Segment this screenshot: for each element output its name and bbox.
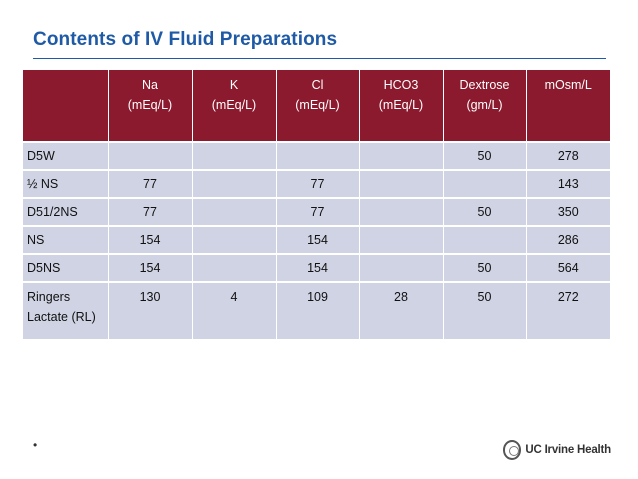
table-cell: 77: [276, 170, 360, 198]
table-cell: 77: [276, 198, 360, 226]
table-cell: 350: [557, 205, 579, 219]
footer-bullet: •: [33, 438, 38, 452]
table-cell: 77: [108, 170, 193, 198]
table-cell: 154: [108, 226, 193, 254]
table-cell: [192, 170, 277, 198]
table-cell: 50: [443, 282, 527, 339]
table-header-row: Na (mEq/L) K (mEq/L) Cl (mEq/L) HCO3 (mEq/L)…: [23, 70, 610, 142]
row-label: ½ NS: [23, 170, 109, 198]
table-cell: [192, 226, 277, 254]
table-cell: 564: [557, 261, 579, 275]
table-row: D5NS 154 154 50 564: [23, 254, 610, 282]
table-cell: 154: [276, 254, 360, 282]
table-cell: [443, 226, 527, 254]
table-cell: 154: [108, 254, 193, 282]
logo-text: UC Irvine Health: [525, 444, 611, 456]
table-cell: [192, 142, 277, 170]
table-cell: [359, 226, 444, 254]
table-cell: 130: [108, 282, 193, 339]
header-cell-na: Na (mEq/L): [108, 70, 193, 142]
table-cell: [192, 254, 277, 282]
table-cell: 28: [359, 282, 444, 339]
table-cell: 109: [276, 282, 360, 339]
uc-irvine-health-logo: UC Irvine Health: [503, 437, 611, 463]
slide-title: Contents of IV Fluid Preparations: [33, 29, 338, 50]
table-row: ½ NS 77 77 143: [23, 170, 610, 198]
table-row: NS 154 154 286: [23, 226, 610, 254]
table-cell: 4: [192, 282, 277, 339]
header-cell-mosm: mOsm/L: [544, 78, 592, 92]
table-cell: 154: [276, 226, 360, 254]
table-row: Ringers Lactate (RL) 130 4 109 28 50 272: [23, 282, 610, 339]
table-row: D51/2NS 77 77 50 350: [23, 198, 610, 226]
row-label: D5W: [23, 142, 109, 170]
row-label: NS: [23, 226, 109, 254]
table-cell: [276, 142, 360, 170]
table-cell: [192, 198, 277, 226]
row-label: D51/2NS: [23, 198, 109, 226]
table-cell: [359, 170, 444, 198]
table-cell: [108, 142, 193, 170]
header-cell-k: K (mEq/L): [192, 70, 277, 142]
table-cell: [359, 254, 444, 282]
row-label: D5NS: [23, 254, 109, 282]
table-cell: 50: [443, 198, 527, 226]
table-cell: 50: [443, 142, 527, 170]
table-cell: 286: [557, 233, 579, 247]
header-cell-cl: Cl (mEq/L): [276, 70, 360, 142]
header-cell-hco3: HCO3 (mEq/L): [359, 70, 444, 142]
table-cell: 50: [443, 254, 527, 282]
table-cell: 278: [557, 149, 579, 163]
table-cell: 77: [108, 198, 193, 226]
table-cell: 143: [557, 177, 579, 191]
table-cell: [359, 142, 444, 170]
title-underline: [33, 58, 606, 59]
table-cell: 272: [557, 290, 579, 304]
table-row: D5W 50 278: [23, 142, 610, 170]
iv-fluid-table: Na (mEq/L) K (mEq/L) Cl (mEq/L) HCO3 (mEq/L)…: [23, 70, 610, 339]
header-cell-dextrose: Dextrose (gm/L): [443, 70, 527, 142]
header-cell-blank: [23, 70, 109, 142]
uci-seal-icon: [503, 440, 522, 460]
table-cell: [359, 198, 444, 226]
row-label: Ringers Lactate (RL): [23, 282, 109, 339]
table-cell: [443, 170, 527, 198]
